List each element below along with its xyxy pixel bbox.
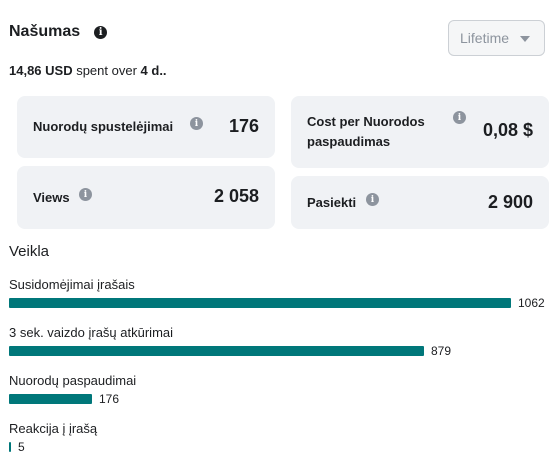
metric-card-link-clicks: Nuorodų spustelėjimai i 176	[17, 96, 275, 158]
metric-card-cost-per-link-click: Cost per Nuorodos paspaudimas i 0,08 $	[291, 96, 549, 168]
info-icon[interactable]: i	[453, 111, 466, 124]
activity-label: Reakcija į įrašą	[9, 421, 98, 436]
activity-value: 1062	[518, 296, 545, 310]
activity-bar	[9, 346, 424, 356]
spend-summary: 14,86 USD spent over 4 d..	[9, 63, 167, 78]
metric-card-reach: Pasiekti i 2 900	[291, 176, 549, 229]
metric-card-value: 2 900	[487, 192, 533, 212]
metric-card-value: 2 058	[213, 186, 259, 206]
activity-bar	[9, 442, 11, 452]
metric-card-label: Cost per Nuorodos paspaudimas	[307, 114, 425, 149]
activity-bar	[9, 298, 511, 308]
metric-card-views: Views i 2 058	[17, 166, 275, 229]
metric-card-value: 0,08 $	[482, 120, 533, 140]
activity-label: Nuorodų paspaudimai	[9, 373, 137, 388]
spend-middle-text: spent over	[72, 63, 141, 78]
activity-value: 176	[99, 392, 120, 406]
activity-title: Veikla	[9, 243, 50, 260]
info-icon[interactable]: i	[366, 193, 379, 206]
date-range-dropdown[interactable]: Lifetime	[448, 20, 545, 56]
metric-card-label: Nuorodų spustelėjimai	[33, 119, 174, 134]
info-icon[interactable]: i	[190, 117, 203, 130]
info-icon[interactable]: i	[94, 25, 108, 39]
spend-amount: 14,86 USD	[9, 63, 73, 78]
info-icon[interactable]: i	[79, 188, 92, 201]
metric-card-label: Views	[33, 190, 70, 205]
activity-value: 5	[18, 440, 25, 454]
activity-label: Susidomėjimai įrašais	[9, 277, 135, 292]
section-header: Našumas i	[9, 20, 108, 44]
page-title: Našumas	[9, 23, 81, 40]
caret-down-icon	[520, 36, 530, 42]
metric-card-value: 176	[228, 116, 259, 136]
activity-value: 879	[431, 344, 452, 358]
spend-duration: 4 d..	[140, 63, 167, 78]
activity-bar	[9, 394, 92, 404]
dropdown-selected-value: Lifetime	[460, 30, 510, 46]
metric-card-label: Pasiekti	[307, 195, 357, 210]
activity-label: 3 sek. vaizdo įrašų atkūrimai	[9, 325, 174, 340]
